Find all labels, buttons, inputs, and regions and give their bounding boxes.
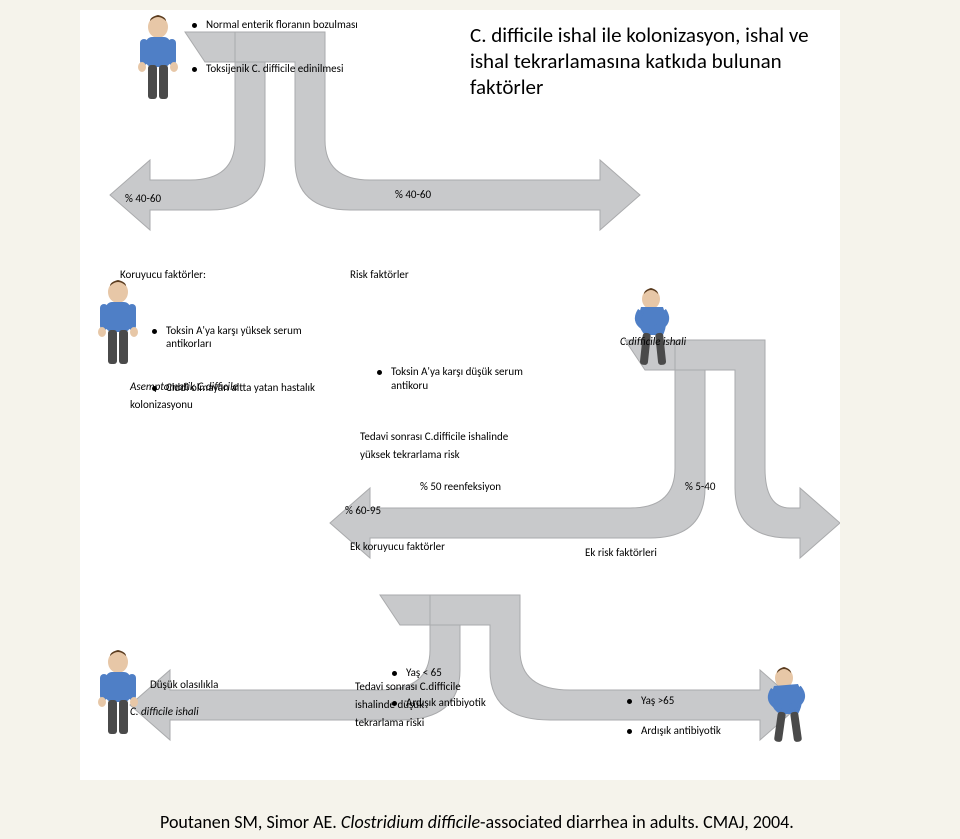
pct-top-left: % 40-60	[125, 192, 161, 206]
risk-b1: Toksin A'ya karşı düşük serum antikoru	[375, 365, 561, 393]
extra-risk-header: Ek risk faktörleri	[585, 546, 657, 560]
top-bullet-1: Normal enterik floranın bozulması	[190, 18, 386, 32]
title-line3: faktörler	[470, 74, 840, 100]
pct-mid-right: % 5-40	[685, 480, 715, 494]
protective-b1: Toksin A'ya karşı yüksek serum antikorla…	[150, 324, 336, 352]
final-mid-l2: ishalinde düşük	[355, 698, 525, 712]
pct-mid-left: % 60-95	[345, 504, 381, 518]
extra-risk-b1: Yaş >65	[625, 694, 791, 708]
extra-risk-b2: Ardışık antibiyotik	[625, 724, 791, 738]
diagram-panel: C. difficile ishal ile kolonizasyon, ish…	[80, 10, 840, 780]
page-canvas: C. difficile ishal ile kolonizasyon, ish…	[0, 0, 960, 839]
people-icons	[80, 10, 840, 780]
recurrence-l2: yüksek tekrarlama risk	[360, 448, 590, 462]
pct-reinf: % 50 reenfeksiyon	[420, 480, 501, 494]
title-line2: ishal tekrarlamasına katkıda bulunan	[470, 48, 840, 74]
top-bullet-2: Toksijenik C. difficile edinilmesi	[190, 62, 386, 76]
citation-italic: Clostridium difficile	[341, 811, 480, 833]
asympt-l1: Asemptomatik C.difficile	[130, 380, 238, 394]
final-left-l1: Düşük olasılıkla	[150, 678, 218, 692]
risk-header: Risk faktörler	[350, 268, 409, 282]
title-line1: C. difficile ishal ile kolonizasyon, ish…	[470, 22, 840, 48]
citation-tail: -associated diarrhea in adults. CMAJ, 20…	[480, 811, 794, 833]
final-mid-l1: Tedavi sonrası C.difficile	[355, 680, 525, 694]
protective-header: Koruyucu faktörler:	[120, 268, 206, 282]
final-mid-l3: tekrarlama riski	[355, 716, 525, 730]
pct-top-right: % 40-60	[395, 188, 431, 202]
citation: Poutanen SM, Simor AE. Clostridium diffi…	[160, 811, 794, 833]
recurrence-l1: Tedavi sonrası C.difficile ishalinde	[360, 430, 590, 444]
final-left-l2: C. difficile ishali	[130, 705, 199, 719]
asympt-l2: kolonizasyonu	[130, 398, 193, 412]
extra-protective-header: Ek koruyucu faktörler	[350, 540, 445, 554]
ishali-label: C.difficile ishali	[620, 335, 686, 349]
citation-authors: Poutanen SM, Simor AE.	[160, 811, 341, 833]
extra-protective-b1: Yaş < 65	[390, 666, 556, 680]
